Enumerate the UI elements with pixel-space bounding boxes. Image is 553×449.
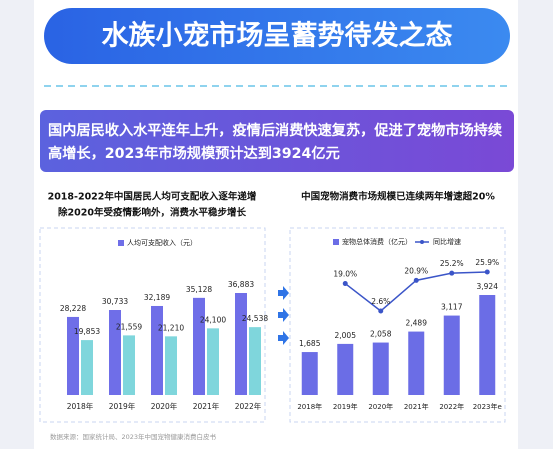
bar	[301, 352, 318, 395]
bar	[443, 315, 460, 395]
header-title: 水族小宠市场呈蓄势待发之态	[102, 20, 453, 52]
x-tick-label: 2020年	[368, 402, 393, 411]
value-label: 24,538	[242, 314, 268, 323]
value-label: 1,685	[299, 339, 321, 348]
value-label: 32,189	[144, 293, 170, 302]
value-label: 2,058	[370, 330, 392, 339]
value-label: 21,559	[116, 322, 142, 331]
bar	[123, 335, 135, 395]
value-label: 2.6%	[371, 297, 390, 306]
bar	[81, 340, 93, 395]
banner-line: 国内居民收入水平连年上升，疫情后消费快速复苏，促进了宠物市场持续	[48, 122, 502, 139]
value-label: 21,210	[158, 323, 184, 332]
value-label: 35,128	[186, 285, 212, 294]
banner	[40, 110, 514, 172]
x-tick-label: 2021年	[193, 401, 220, 411]
line-point	[342, 281, 348, 287]
x-tick-label: 2020年	[151, 401, 178, 411]
value-label: 28,228	[60, 304, 86, 313]
bar	[193, 297, 205, 395]
bar	[337, 343, 354, 395]
x-tick-label: 2019年	[333, 402, 358, 411]
bar	[408, 331, 425, 395]
value-label: 24,100	[200, 315, 226, 324]
legend-label: 人均可支配收入（元）	[127, 238, 197, 247]
legend-label: 同比增速	[433, 237, 461, 246]
line-point	[378, 308, 384, 314]
bar	[67, 316, 79, 395]
line-point	[413, 277, 419, 283]
legend-swatch	[118, 240, 124, 246]
value-label: 25.9%	[475, 258, 499, 267]
chart-title: 中国宠物消费市场规模已连续两年增速超20%	[301, 191, 495, 203]
arrows	[278, 286, 289, 345]
bar	[479, 295, 496, 395]
x-tick-label: 2022年	[439, 402, 464, 411]
x-tick-label: 2023年e	[473, 402, 502, 411]
line-point	[484, 269, 490, 275]
x-tick-label: 2019年	[109, 401, 136, 411]
bar	[235, 293, 247, 395]
legend-label: 宠物总体消费（亿元）	[342, 237, 412, 246]
source: 数据来源：国家统计局、2023年中国宠物健康消费白皮书	[50, 433, 217, 441]
value-label: 3,117	[441, 303, 463, 312]
value-label: 25.2%	[440, 259, 464, 268]
value-label: 20.9%	[404, 266, 428, 275]
value-label: 36,883	[228, 280, 254, 289]
bar	[372, 342, 389, 395]
value-label: 2,005	[335, 331, 357, 340]
value-label: 30,733	[102, 297, 128, 306]
chart-title: 2018-2022年中国居民人均可支配收入逐年递增	[48, 191, 257, 203]
x-tick-label: 2021年	[404, 402, 429, 411]
x-tick-label: 2018年	[297, 402, 322, 411]
value-label: 19.0%	[333, 270, 357, 279]
value-label: 3,924	[477, 282, 499, 291]
bar	[109, 310, 121, 395]
legend-swatch	[333, 239, 339, 245]
panel	[289, 227, 506, 423]
line-point	[449, 270, 455, 276]
x-tick-label: 2018年	[67, 401, 94, 411]
legend-dot	[420, 240, 424, 244]
chart-title: 除2020年受疫情影响外，消费水平稳步增长	[58, 207, 246, 219]
x-tick-label: 2022年	[235, 401, 262, 411]
bar	[165, 336, 177, 395]
bar	[151, 305, 163, 395]
bar	[249, 327, 261, 395]
value-label: 19,853	[74, 327, 100, 336]
value-label: 2,489	[406, 319, 428, 328]
header-pill	[44, 8, 510, 64]
banner-line: 高增长，2023年市场规模预计达到3924亿元	[48, 145, 340, 162]
bar	[207, 328, 219, 395]
